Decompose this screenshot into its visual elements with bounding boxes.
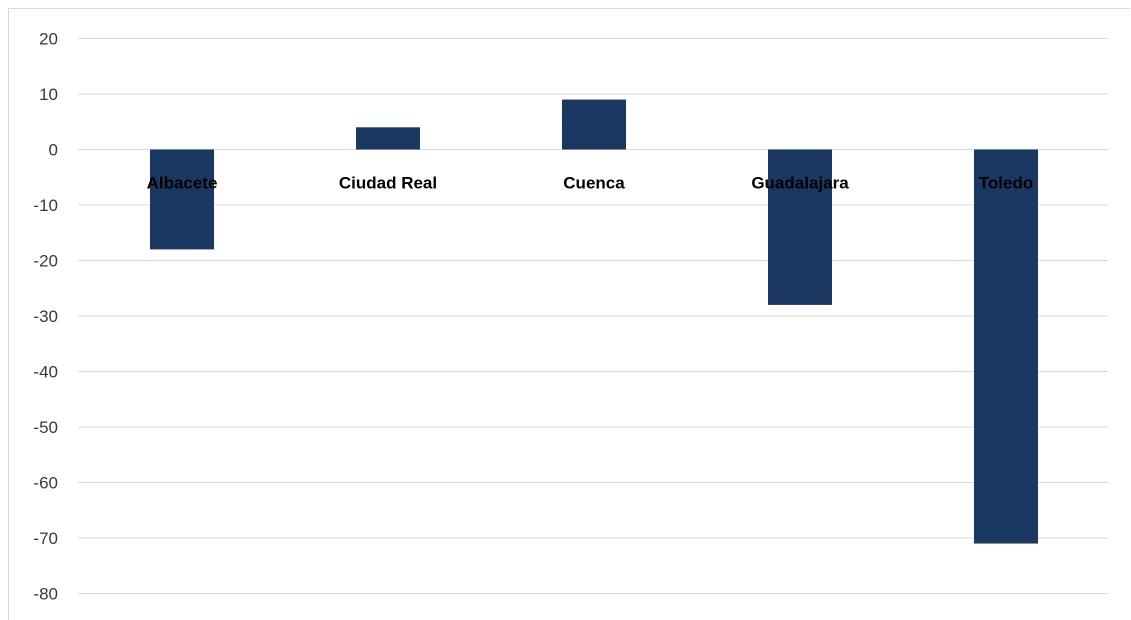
y-tick-label: 20 [39,30,58,49]
bars [150,99,1038,544]
y-tick-label: -30 [33,307,58,326]
y-tick-label: -40 [33,363,58,382]
y-tick-label: -60 [33,474,58,493]
category-label: Cuenca [563,174,625,193]
bar-guadalajara [768,149,832,305]
y-tick-label: 10 [39,85,58,104]
y-tick-label: -70 [33,529,58,548]
y-tick-label: 0 [49,141,58,160]
category-label: Guadalajara [751,174,849,193]
category-label: Toledo [979,174,1033,193]
category-label: Albacete [147,174,218,193]
category-label: Ciudad Real [339,174,437,193]
category-labels: Albacete Ciudad Real Cuenca Guadalajara Tole… [147,174,1034,193]
y-tick-label: -50 [33,418,58,437]
y-tick-label: -20 [33,252,58,271]
bar-albacete [150,149,214,250]
bar-toledo [974,149,1038,544]
bar-ciudad-real [356,127,420,150]
y-axis-tick-labels: 20 10 0 -10 -20 -30 -40 -50 -60 -70 -80 [33,30,58,604]
y-tick-label: -10 [33,196,58,215]
y-tick-label: -80 [33,585,58,604]
bar-cuenca [562,99,626,150]
gridlines [78,38,1108,594]
